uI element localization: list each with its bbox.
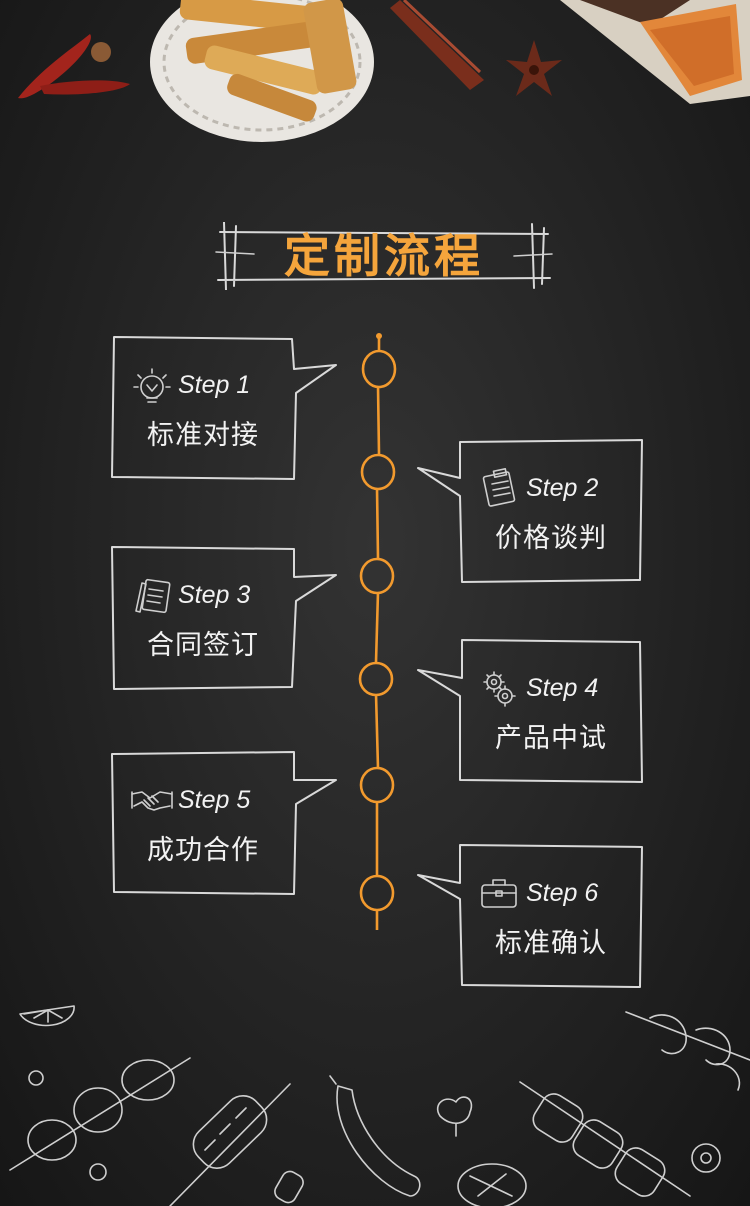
- cinnamon-stick-icon: [390, 0, 484, 90]
- step-label: Step 4: [526, 673, 599, 702]
- bbq-skewers-doodle: [9, 1005, 750, 1206]
- speech-bubble-frame: [111, 751, 337, 895]
- step-label: Step 2: [526, 473, 599, 502]
- step-label: Step 1: [178, 370, 251, 399]
- step-description: 标准确认: [495, 928, 607, 959]
- step-description: 产品中试: [495, 723, 607, 754]
- contract-pen-icon: [135, 578, 171, 614]
- speech-bubble-frame: [111, 336, 337, 480]
- speech-bubble-frame: [111, 546, 337, 690]
- title-frame: [215, 222, 553, 290]
- step-card-2: Step 2 价格谈判: [417, 438, 644, 584]
- clipboard-icon: [482, 468, 516, 507]
- timeline: [358, 333, 397, 930]
- step-description: 合同签订: [147, 630, 259, 661]
- step-card-4: Step 4 产品中试: [417, 638, 644, 784]
- speech-bubble-frame: [417, 639, 643, 783]
- star-anise-icon: [506, 40, 562, 96]
- spice-tray-icon: [560, 0, 750, 104]
- gears-icon: [483, 671, 516, 707]
- page-title: 定制流程: [284, 229, 484, 283]
- lightbulb-icon: [133, 368, 171, 403]
- step-label: Step 3: [178, 580, 251, 609]
- fried-food-plate-icon: [150, 0, 374, 142]
- step-label: Step 6: [526, 878, 599, 907]
- step-card-5: Step 5 成功合作: [110, 750, 337, 896]
- step-description: 成功合作: [147, 835, 259, 866]
- chili-pepper-icon: [18, 34, 130, 99]
- handshake-icon: [131, 791, 173, 811]
- briefcase-icon: [481, 879, 517, 908]
- step-description: 价格谈判: [495, 523, 607, 554]
- step-label: Step 5: [178, 785, 251, 814]
- step-card-6: Step 6 标准确认: [417, 843, 644, 989]
- speech-bubble-frame: [417, 844, 643, 988]
- step-card-1: Step 1 标准对接: [110, 335, 337, 481]
- step-card-3: Step 3 合同签订: [110, 545, 337, 691]
- step-description: 标准对接: [147, 420, 259, 451]
- speech-bubble-frame: [417, 439, 643, 583]
